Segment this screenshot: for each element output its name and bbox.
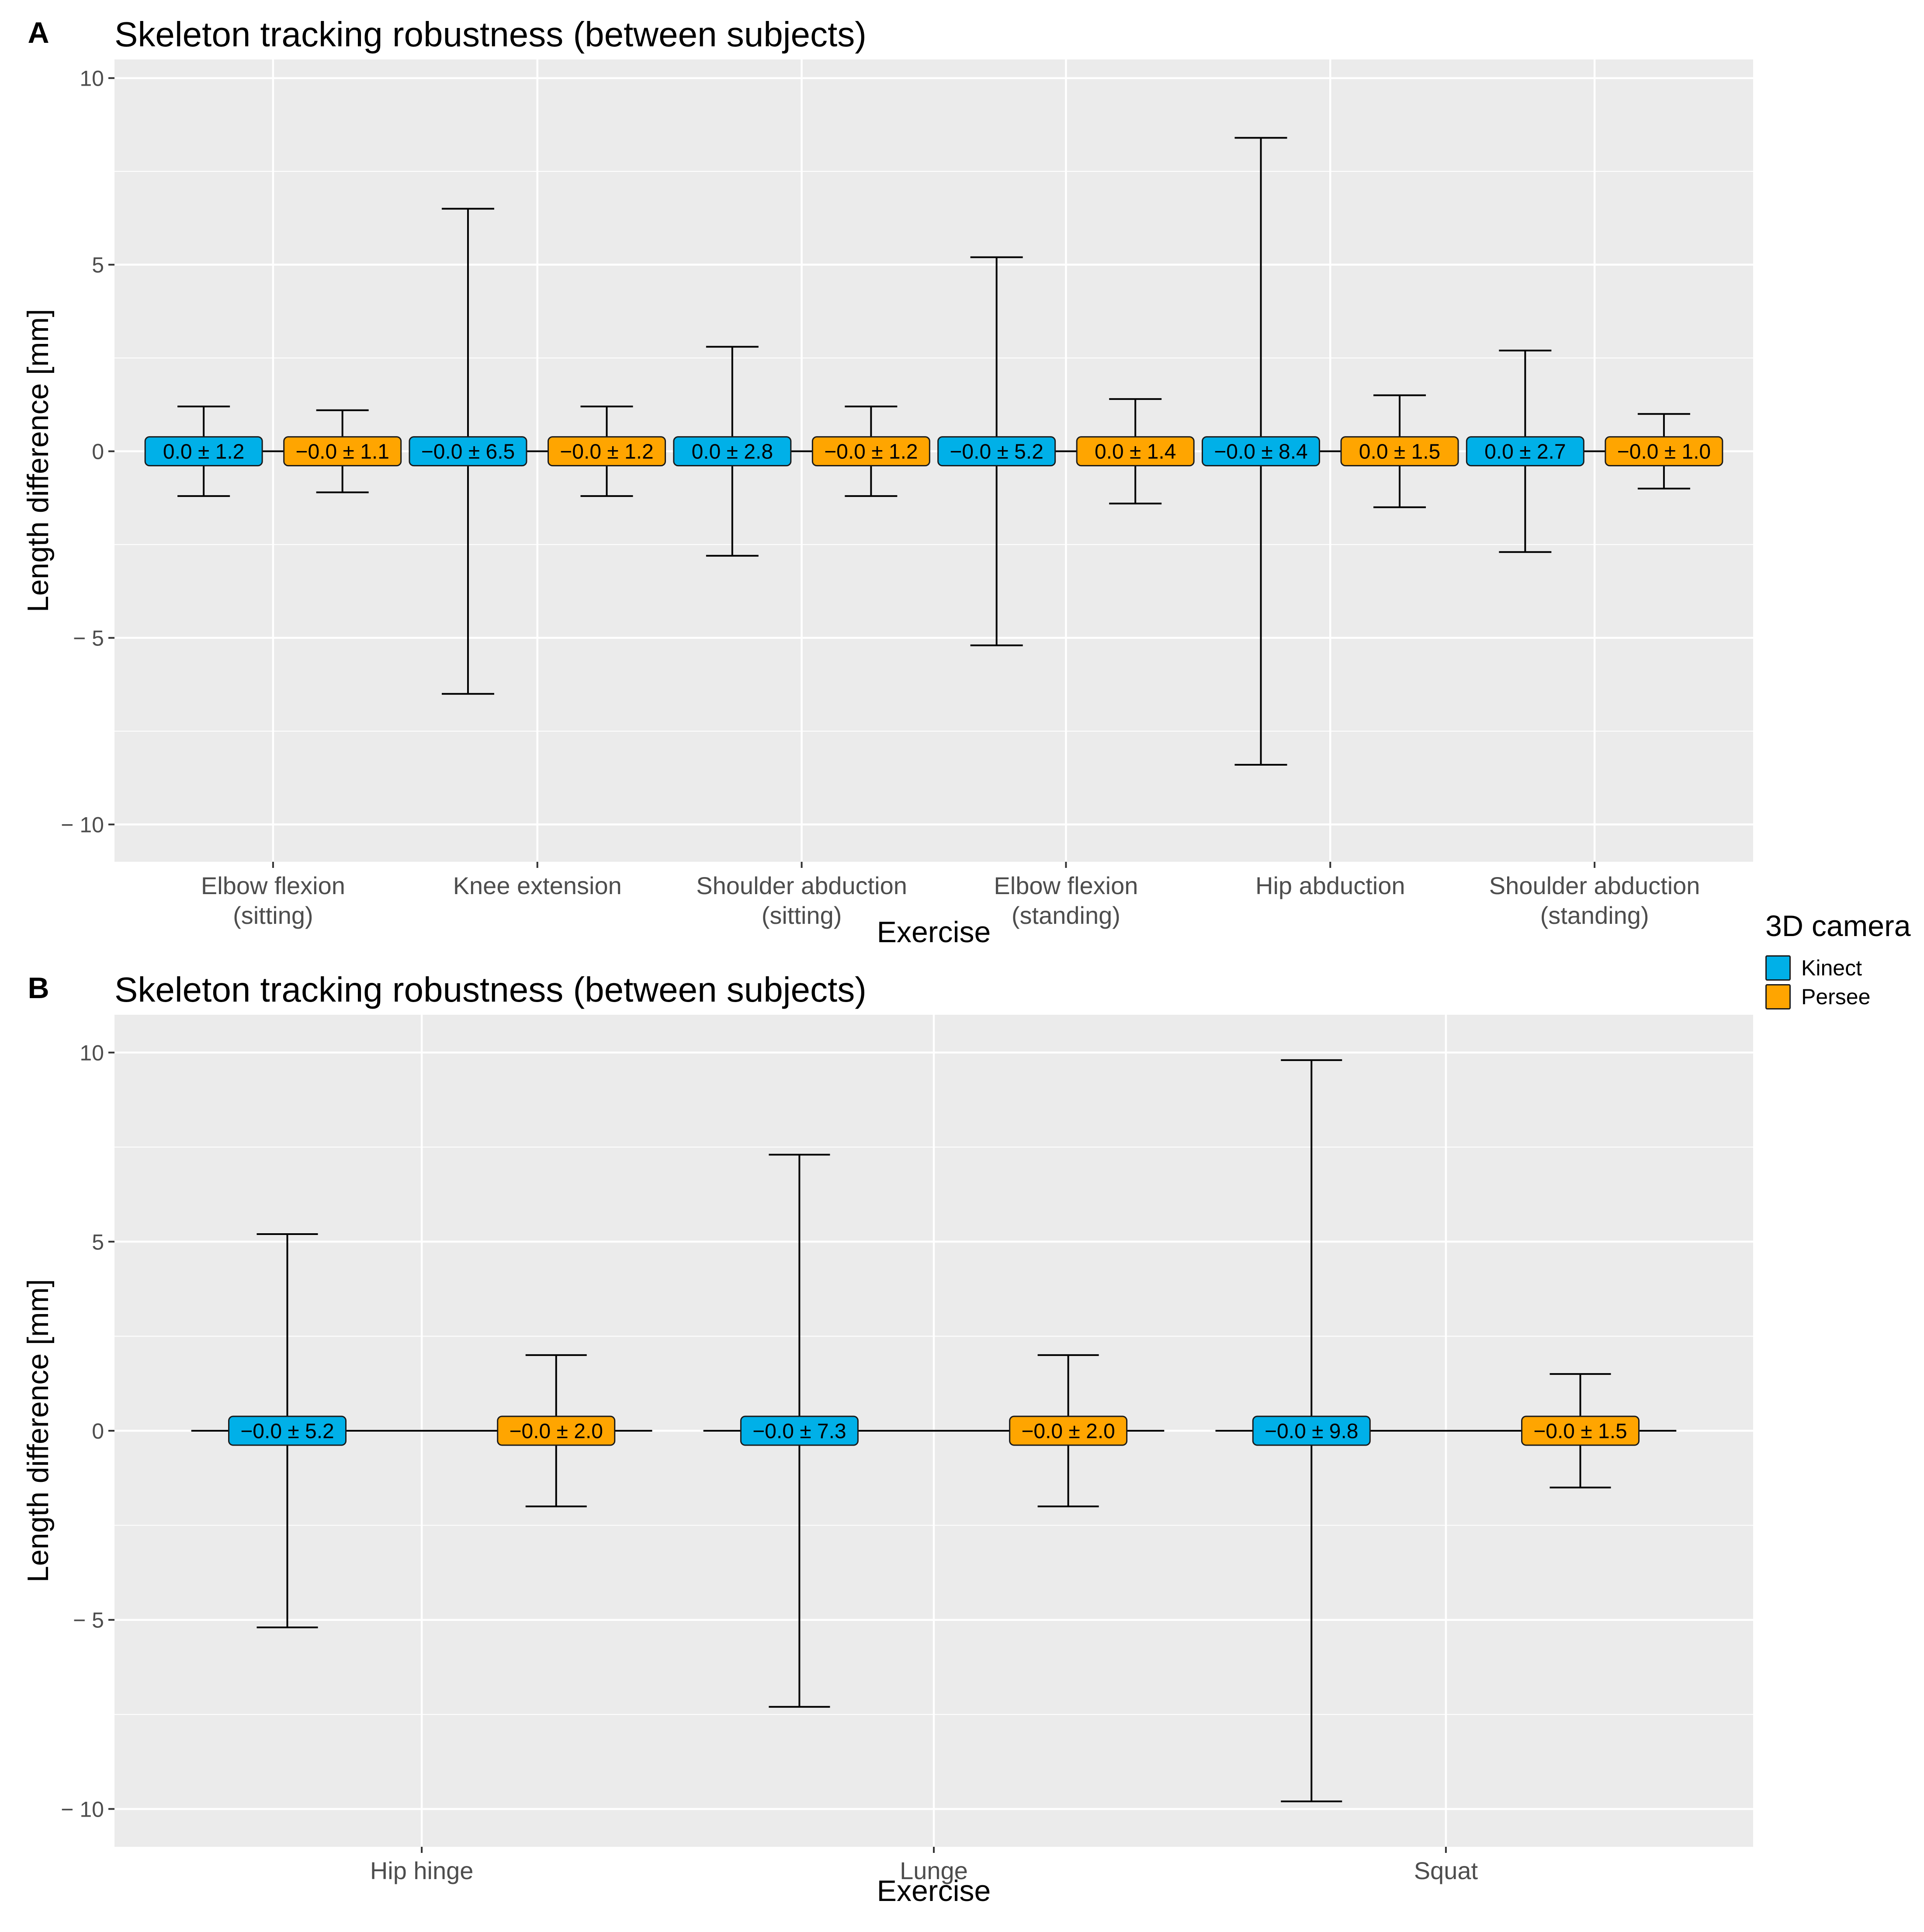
data-label-persee: 0.0 ± 1.4 <box>1095 441 1176 464</box>
y-tick-label: − 5 <box>73 1608 104 1633</box>
data-label-box-persee <box>811 436 930 467</box>
y-tick-label: 10 <box>80 1041 104 1065</box>
y-tick-label: 0 <box>92 440 104 464</box>
y-tick-label: − 5 <box>73 626 104 651</box>
data-label-kinect: 0.0 ± 2.7 <box>1484 441 1566 464</box>
y-tick-label: 5 <box>92 1230 104 1254</box>
x-tick-label: Hip abduction <box>1255 872 1405 899</box>
x-tick-label: Shoulder abduction (sitting) <box>696 872 907 929</box>
legend-title: 3D camera <box>1765 909 1911 943</box>
data-label-box-persee <box>497 1415 616 1446</box>
legend-label-persee: Persee <box>1801 985 1871 1009</box>
data-label-box-kinect <box>228 1415 347 1446</box>
chart-panel-b: − 10 − 5 0 5 10 −0.0 ± 5.2 −0.0 ± 2.0 −0.0 ± 7.… <box>21 970 1753 1908</box>
data-label-box-persee <box>1340 436 1459 467</box>
chart-title: Skeleton tracking robustness (between su… <box>114 15 867 54</box>
data-label-persee: −0.0 ± 1.5 <box>1533 1420 1627 1443</box>
data-label-box-persee <box>1521 1415 1640 1446</box>
legend-item-kinect: Kinect <box>1765 954 1911 982</box>
data-label-box-kinect <box>740 1415 859 1446</box>
data-label-box-persee <box>548 436 666 467</box>
x-axis-label: Exercise <box>877 916 991 949</box>
x-tick-label: Lunge <box>900 1857 968 1884</box>
y-tick-label: 0 <box>92 1419 104 1443</box>
legend: 3D camera Kinect Persee <box>1765 909 1911 1011</box>
y-axis-label: Length difference [mm] <box>21 309 55 612</box>
x-axis-label: Exercise <box>877 1874 991 1908</box>
data-label-persee: −0.0 ± 2.0 <box>1021 1420 1115 1443</box>
data-label-kinect: −0.0 ± 6.5 <box>421 441 515 464</box>
data-label-box-kinect <box>409 436 527 467</box>
data-label-kinect: 0.0 ± 2.8 <box>692 441 773 464</box>
data-label-persee: −0.0 ± 1.1 <box>295 441 389 464</box>
data-label-kinect: −0.0 ± 5.2 <box>950 441 1043 464</box>
chart-title: Skeleton tracking robustness (between su… <box>114 970 867 1009</box>
y-tick-label: 5 <box>92 253 104 277</box>
legend-key-kinect <box>1765 955 1791 981</box>
data-label-persee: −0.0 ± 1.0 <box>1617 441 1711 464</box>
y-tick-label: − 10 <box>61 1797 104 1821</box>
x-tick-label: Elbow flexion (sitting) <box>201 872 345 929</box>
data-label-persee: −0.0 ± 1.2 <box>824 441 918 464</box>
data-label-box-persee <box>283 436 402 467</box>
data-label-box-kinect <box>1201 436 1320 467</box>
data-label-persee: 0.0 ± 1.5 <box>1359 441 1440 464</box>
legend-item-persee: Persee <box>1765 982 1911 1011</box>
chart-panel-a: − 10 − 5 0 5 10 0.0 ± 1.2 −0.0 ± 1.1 −0.0 ± 6.5… <box>21 15 1753 949</box>
legend-label-kinect: Kinect <box>1801 956 1862 980</box>
x-tick-label: Shoulder abduction (standing) <box>1489 872 1700 929</box>
data-label-kinect: −0.0 ± 7.3 <box>752 1420 846 1443</box>
data-label-box-kinect <box>1252 1415 1371 1446</box>
y-axis-label: Length difference [mm] <box>21 1279 55 1582</box>
x-tick-label: Elbow flexion (standing) <box>994 872 1138 929</box>
data-label-box-persee <box>1076 436 1195 467</box>
legend-key-persee <box>1765 984 1791 1009</box>
data-label-box-kinect <box>1466 436 1584 467</box>
y-tick-label: 10 <box>80 66 104 91</box>
data-label-box-kinect <box>144 436 263 467</box>
data-label-box-kinect <box>673 436 792 467</box>
x-tick-label: Squat <box>1414 1857 1478 1884</box>
data-label-box-kinect <box>937 436 1056 467</box>
data-label-kinect: −0.0 ± 9.8 <box>1265 1420 1359 1443</box>
panel-label: A <box>28 16 49 49</box>
x-tick-label: Hip hinge <box>370 1857 474 1884</box>
data-label-persee: −0.0 ± 2.0 <box>509 1420 603 1443</box>
data-label-persee: −0.0 ± 1.2 <box>560 441 654 464</box>
data-label-kinect: −0.0 ± 5.2 <box>240 1420 334 1443</box>
x-tick-label: Knee extension <box>453 872 622 899</box>
data-label-kinect: −0.0 ± 8.4 <box>1214 441 1308 464</box>
data-label-box-persee <box>1009 1415 1128 1446</box>
data-label-box-persee <box>1605 436 1723 467</box>
panel-label: B <box>28 971 49 1005</box>
y-tick-label: − 10 <box>61 813 104 837</box>
data-label-kinect: 0.0 ± 1.2 <box>163 441 244 464</box>
